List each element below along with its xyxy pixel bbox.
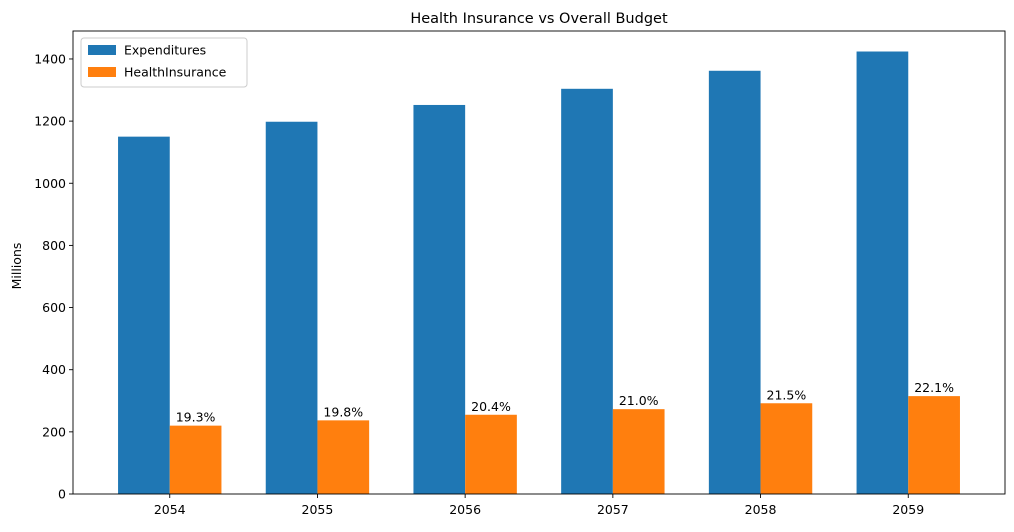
legend: Expenditures HealthInsurance — [80, 37, 248, 88]
bar-labels-layer: 19.3% 19.8% 20.4% 21.0% 21.5% 22.1% — [176, 380, 954, 425]
plot-frame — [72, 30, 1006, 495]
legend-label: HealthInsurance — [124, 65, 227, 80]
y-axis-label: Millions — [9, 243, 24, 290]
x-tick-label: 2056 — [449, 502, 481, 517]
bar-healthinsurance-2056 — [465, 414, 517, 494]
bar-data-label: 21.5% — [767, 387, 807, 402]
y-tick-label: 800 — [42, 238, 66, 253]
bar-data-label: 22.1% — [914, 380, 954, 395]
x-tick-label: 2055 — [302, 502, 334, 517]
y-tick-label: 0 — [58, 487, 66, 502]
bar-data-label: 21.0% — [619, 393, 659, 408]
bar-healthinsurance-2055 — [317, 420, 370, 494]
y-tick-label: 1200 — [34, 114, 66, 129]
legend-label: Expenditures — [124, 43, 206, 58]
x-tick-label: 2054 — [154, 502, 186, 517]
bar-expenditures-2054 — [118, 136, 170, 494]
bar-healthinsurance-2057 — [612, 409, 665, 494]
bar-expenditures-2059 — [856, 51, 909, 494]
bar-expenditures-2057 — [561, 88, 613, 495]
bar-healthinsurance-2054 — [169, 425, 222, 494]
axes-layer: 0 200 400 600 800 1000 1200 1400 2054 2055 2056 205… — [34, 30, 1006, 517]
y-tick-label: 600 — [42, 300, 66, 315]
bar-healthinsurance-2059 — [908, 396, 960, 494]
x-tick-label: 2059 — [892, 502, 924, 517]
x-tick-label: 2057 — [597, 502, 629, 517]
bar-healthinsurance-2058 — [760, 403, 813, 494]
bar-expenditures-2056 — [413, 104, 466, 495]
chart-title: Health Insurance vs Overall Budget — [410, 11, 668, 27]
bar-expenditures-2058 — [708, 70, 761, 495]
bar-data-label: 19.3% — [176, 410, 216, 425]
bar-data-label: 20.4% — [471, 399, 511, 414]
y-tick-label: 1000 — [34, 176, 66, 191]
bars-layer — [118, 51, 960, 495]
y-tick-label: 1400 — [34, 51, 66, 66]
y-tick-label: 400 — [42, 362, 66, 377]
bar-expenditures-2055 — [265, 121, 318, 495]
legend-box — [80, 37, 248, 88]
legend-swatch — [88, 67, 116, 77]
legend-swatch — [88, 45, 116, 55]
bar-data-label: 19.8% — [323, 404, 363, 419]
x-tick-label: 2058 — [745, 502, 777, 517]
y-tick-label: 200 — [42, 424, 66, 439]
